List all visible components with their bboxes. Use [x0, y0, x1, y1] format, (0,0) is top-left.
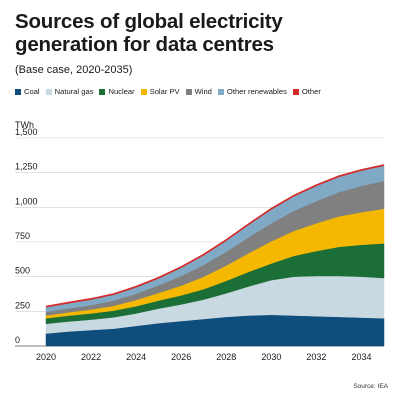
legend-item-solar-pv: Solar PV: [140, 87, 180, 97]
y-tick-label: 250: [15, 300, 30, 310]
legend-swatch: [217, 89, 224, 95]
y-tick-label: 0: [15, 335, 20, 345]
x-tick-label: 2022: [81, 352, 101, 362]
legend-label: Coal: [24, 87, 40, 96]
chart-title: Sources of global electricity generation…: [15, 10, 283, 56]
legend-item-other: Other: [292, 87, 321, 97]
y-tick-label: 750: [15, 231, 30, 241]
y-tick-label: 1,250: [15, 162, 38, 172]
series-areas: [45, 164, 385, 347]
x-tick-label: 2020: [36, 352, 56, 362]
y-tick-label: 1,500: [15, 127, 38, 137]
legend-label: Solar PV: [149, 87, 180, 96]
y-tick-label: 1,000: [15, 196, 38, 206]
legend-swatch: [185, 89, 192, 95]
legend-swatch: [45, 89, 52, 95]
legend-label: Other: [301, 87, 321, 96]
legend-label: Nuclear: [108, 87, 135, 96]
legend-item-coal: Coal: [15, 87, 40, 97]
y-tick-label: 500: [15, 266, 30, 276]
line-other: [45, 164, 385, 308]
legend-label: Natural gas: [54, 87, 94, 96]
legend-item-wind: Wind: [185, 87, 212, 97]
legend-label: Other renewables: [226, 87, 287, 96]
legend-label: Wind: [194, 87, 212, 96]
x-tick-label: 2028: [216, 352, 236, 362]
legend-swatch: [140, 89, 147, 95]
chart-subtitle: (Base case, 2020-2035): [15, 64, 133, 76]
x-tick-label: 2032: [306, 352, 326, 362]
x-tick-label: 2024: [126, 352, 146, 362]
legend-item-nuclear: Nuclear: [99, 87, 135, 97]
x-tick-labels: 2020 2022 2024 2026 2028 2030 2032 2034: [36, 352, 371, 362]
legend-swatch: [99, 89, 106, 95]
x-tick-label: 2034: [351, 352, 371, 362]
source-note: Source: IEA: [353, 383, 388, 390]
y-axis-label: TWh: [15, 120, 34, 130]
y-tick-labels: 0 250 500 750 1,000 1,250 1,500: [15, 127, 38, 345]
legend-item-natural-gas: Natural gas: [45, 87, 94, 97]
legend-swatch: [292, 89, 299, 95]
chart-legend: Coal Natural gas Nuclear Solar PV Wind Other …: [15, 87, 327, 97]
x-tick-label: 2030: [261, 352, 281, 362]
x-tick-label: 2026: [171, 352, 191, 362]
legend-item-other-renewables: Other renewables: [217, 87, 287, 97]
legend-swatch: [15, 89, 21, 95]
